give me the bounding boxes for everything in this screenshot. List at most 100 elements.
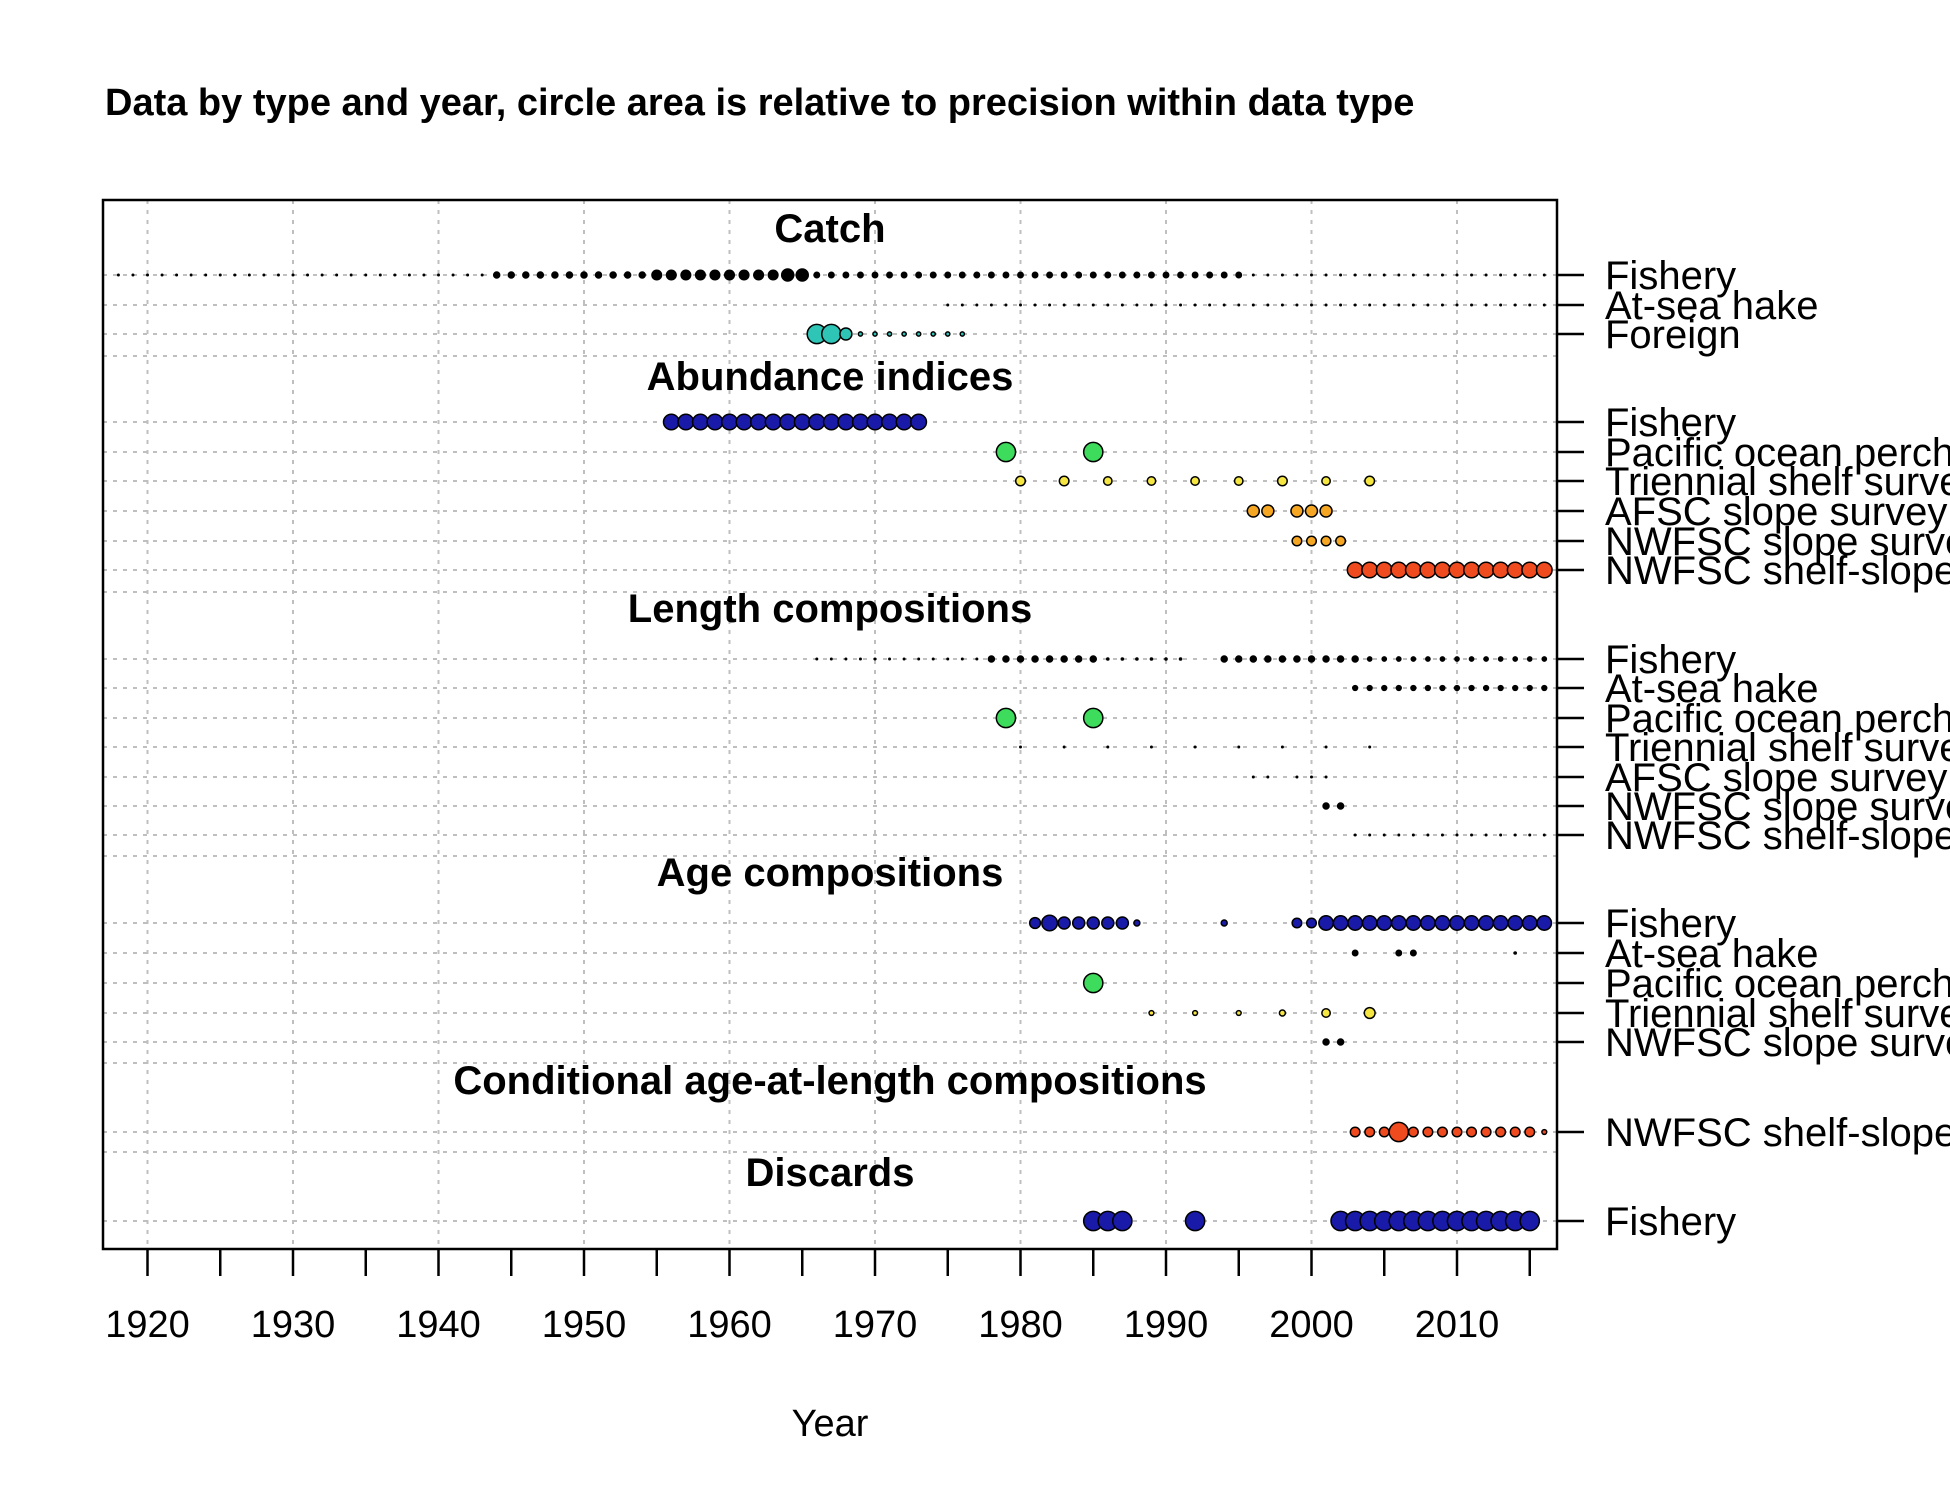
data-point-catch-fishery-1934 <box>349 273 353 277</box>
fleet-label-triennial-shelf-survey: Triennial shelf survey <box>1605 726 1950 770</box>
data-point-catch-at-sea-hake-1996 <box>1251 303 1255 307</box>
data-point-catch-at-sea-hake-2013 <box>1499 303 1503 307</box>
data-point-age-compositions-triennial-shelf-survey-1992 <box>1191 1009 1199 1017</box>
data-point-catch-foreign-1967 <box>821 323 842 345</box>
data-point-catch-fishery-1939 <box>422 273 426 277</box>
section-title-length-compositions: Length compositions <box>628 587 1032 631</box>
fleet-label-at-sea-hake: At-sea hake <box>1605 932 1818 976</box>
data-point-length-compositions-fishery-1997 <box>1264 655 1272 663</box>
data-point-length-compositions-fishery-2009 <box>1439 656 1446 662</box>
data-point-catch-fishery-2009 <box>1440 273 1444 277</box>
data-point-catch-fishery-1933 <box>335 273 339 277</box>
data-point-conditional-age-at-length-compositions-nwfsc-shelf-slope-survey-2008 <box>1422 1126 1434 1138</box>
data-point-length-compositions-nwfsc-shelf-slope-survey-2012 <box>1484 833 1488 837</box>
data-point-length-compositions-fishery-1985 <box>1089 655 1097 663</box>
data-point-catch-fishery-1978 <box>987 271 995 279</box>
data-point-catch-fishery-1961 <box>738 269 750 281</box>
data-point-length-compositions-nwfsc-shelf-slope-survey-2007 <box>1411 833 1415 837</box>
data-point-catch-foreign-1974 <box>930 331 937 337</box>
data-point-catch-at-sea-hake-1976 <box>960 303 964 307</box>
data-point-length-compositions-nwfsc-shelf-slope-survey-2009 <box>1440 833 1444 837</box>
data-point-catch-fishery-2012 <box>1484 273 1488 277</box>
data-point-age-compositions-pacific-ocean-perch-1985 <box>1082 972 1104 994</box>
data-point-catch-fishery-1989 <box>1148 271 1155 279</box>
data-point-length-compositions-nwfsc-shelf-slope-survey-2005 <box>1382 833 1386 837</box>
data-point-catch-fishery-1932 <box>320 273 324 277</box>
data-point-length-compositions-fishery-1990 <box>1164 657 1168 661</box>
data-point-length-compositions-fishery-1986 <box>1106 657 1110 661</box>
data-point-age-compositions-fishery-1981 <box>1028 916 1042 930</box>
data-point-age-compositions-at-sea-hake-2007 <box>1409 949 1417 957</box>
section-title-discards: Discards <box>746 1151 915 1195</box>
data-point-catch-fishery-1991 <box>1177 271 1185 279</box>
data-point-catch-fishery-1964 <box>780 268 795 282</box>
data-point-catch-fishery-2011 <box>1470 273 1474 277</box>
section-title-age-compositions: Age compositions <box>657 851 1004 895</box>
x-tick-label-1940: 1940 <box>396 1304 481 1346</box>
data-point-catch-at-sea-hake-2009 <box>1440 303 1444 307</box>
data-point-catch-fishery-1950 <box>580 271 588 279</box>
data-point-abundance-indices-nwfsc-slope-survey-1999 <box>1291 535 1303 547</box>
data-point-abundance-indices-afsc-slope-survey-1997 <box>1261 504 1275 518</box>
data-point-catch-foreign-1970 <box>872 331 878 337</box>
data-point-catch-fishery-2003 <box>1353 273 1357 277</box>
data-point-catch-fishery-1996 <box>1251 273 1255 277</box>
data-point-catch-at-sea-hake-2002 <box>1339 303 1343 307</box>
data-point-abundance-indices-fishery-1958 <box>691 413 709 431</box>
data-point-length-compositions-at-sea-hake-2008 <box>1424 684 1432 692</box>
data-point-age-compositions-fishery-1988 <box>1133 919 1141 927</box>
data-point-catch-fishery-1927 <box>247 273 251 277</box>
data-point-length-compositions-nwfsc-slope-survey-2002 <box>1336 802 1345 810</box>
data-point-catch-fishery-1988 <box>1133 271 1141 279</box>
data-point-catch-fishery-1919 <box>131 273 135 277</box>
data-point-catch-fishery-1999 <box>1295 273 1299 277</box>
data-point-catch-fishery-1935 <box>364 273 368 277</box>
data-point-abundance-indices-fishery-1959 <box>706 413 724 431</box>
data-point-abundance-indices-nwfsc-shelf-slope-survey-2010 <box>1448 561 1466 579</box>
data-point-catch-at-sea-hake-2007 <box>1411 303 1415 307</box>
data-point-abundance-indices-nwfsc-shelf-slope-survey-2007 <box>1404 561 1422 579</box>
data-point-catch-at-sea-hake-1990 <box>1164 303 1168 307</box>
data-point-catch-fishery-1997 <box>1266 273 1270 277</box>
data-point-catch-at-sea-hake-1991 <box>1179 303 1183 307</box>
data-point-catch-at-sea-hake-2014 <box>1513 303 1517 307</box>
data-point-catch-at-sea-hake-1988 <box>1135 303 1139 307</box>
data-point-abundance-indices-triennial-shelf-survey-1995 <box>1233 476 1244 486</box>
data-point-length-compositions-afsc-slope-survey-1996 <box>1251 775 1255 779</box>
data-point-catch-fishery-1938 <box>407 273 411 277</box>
data-point-abundance-indices-nwfsc-shelf-slope-survey-2009 <box>1433 561 1451 579</box>
data-point-catch-at-sea-hake-2008 <box>1426 303 1430 307</box>
data-point-age-compositions-fishery-2014 <box>1507 915 1524 931</box>
data-point-abundance-indices-nwfsc-shelf-slope-survey-2016 <box>1535 561 1553 579</box>
fleet-label-triennial-shelf-survey: Triennial shelf survey <box>1605 460 1950 504</box>
data-point-length-compositions-fishery-1975 <box>946 657 950 661</box>
data-point-age-compositions-fishery-2004 <box>1361 915 1378 931</box>
data-point-age-compositions-fishery-2008 <box>1419 915 1436 931</box>
data-point-catch-at-sea-hake-1987 <box>1120 303 1124 307</box>
fleet-label-foreign: Foreign <box>1605 313 1741 357</box>
data-point-age-compositions-fishery-2006 <box>1390 915 1407 931</box>
data-point-length-compositions-fishery-1981 <box>1031 655 1039 663</box>
data-point-catch-fishery-1948 <box>551 271 559 279</box>
data-point-catch-fishery-2013 <box>1499 273 1503 277</box>
data-point-length-compositions-fishery-1991 <box>1178 657 1183 661</box>
data-point-abundance-indices-fishery-1971 <box>881 413 899 431</box>
data-point-catch-fishery-1926 <box>233 273 237 277</box>
data-point-catch-fishery-1969 <box>857 271 864 279</box>
data-point-length-compositions-fishery-1980 <box>1016 655 1025 663</box>
x-tick-label-1960: 1960 <box>687 1304 772 1346</box>
data-point-abundance-indices-afsc-slope-survey-2000 <box>1304 504 1319 518</box>
data-point-abundance-indices-fishery-1966 <box>808 413 826 431</box>
data-point-abundance-indices-nwfsc-shelf-slope-survey-2015 <box>1521 561 1539 579</box>
data-point-length-compositions-fishery-1971 <box>888 657 892 661</box>
data-point-length-compositions-fishery-1984 <box>1074 655 1083 663</box>
data-point-catch-fishery-1967 <box>827 271 835 279</box>
data-point-catch-fishery-1984 <box>1075 271 1083 279</box>
data-point-length-compositions-fishery-1978 <box>987 655 996 663</box>
data-point-conditional-age-at-length-compositions-nwfsc-shelf-slope-survey-2015 <box>1524 1126 1536 1138</box>
data-point-abundance-indices-triennial-shelf-survey-1980 <box>1014 475 1027 487</box>
data-point-age-compositions-fishery-1983 <box>1057 916 1071 930</box>
data-point-catch-at-sea-hake-2005 <box>1382 303 1386 307</box>
data-point-abundance-indices-fishery-1960 <box>720 413 739 431</box>
